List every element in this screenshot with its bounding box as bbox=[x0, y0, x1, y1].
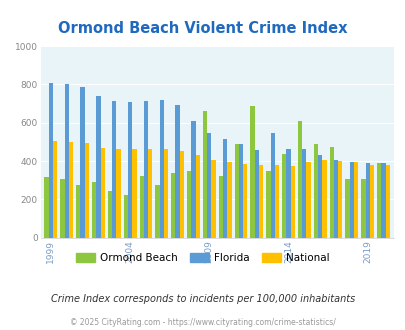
Bar bbox=[80, 87, 85, 238]
Bar bbox=[322, 160, 326, 238]
Bar bbox=[53, 141, 57, 238]
Bar bbox=[159, 100, 164, 238]
Bar bbox=[281, 154, 286, 238]
Bar bbox=[143, 101, 148, 238]
Bar bbox=[349, 162, 353, 238]
Bar bbox=[175, 105, 179, 238]
Bar bbox=[333, 160, 337, 238]
Bar bbox=[76, 185, 80, 238]
Bar bbox=[234, 144, 238, 238]
Bar bbox=[286, 148, 290, 238]
Bar bbox=[297, 121, 301, 238]
Bar bbox=[92, 182, 96, 238]
Bar bbox=[364, 163, 369, 238]
Bar bbox=[207, 133, 211, 238]
Text: Crime Index corresponds to incidents per 100,000 inhabitants: Crime Index corresponds to incidents per… bbox=[51, 294, 354, 304]
Bar bbox=[49, 82, 53, 238]
Bar bbox=[243, 164, 247, 238]
Bar bbox=[385, 165, 389, 238]
Bar bbox=[270, 133, 274, 238]
Bar bbox=[164, 148, 168, 238]
Bar bbox=[369, 165, 373, 238]
Bar bbox=[227, 162, 231, 238]
Bar bbox=[211, 160, 215, 238]
Bar bbox=[301, 148, 306, 238]
Bar bbox=[353, 162, 357, 238]
Bar bbox=[124, 194, 128, 238]
Bar bbox=[290, 166, 294, 238]
Bar bbox=[274, 165, 278, 238]
Text: Ormond Beach Violent Crime Index: Ormond Beach Violent Crime Index bbox=[58, 21, 347, 36]
Bar bbox=[100, 148, 104, 238]
Bar bbox=[96, 96, 100, 238]
Bar bbox=[360, 179, 364, 238]
Bar bbox=[85, 143, 89, 238]
Bar bbox=[306, 162, 310, 238]
Bar bbox=[108, 191, 112, 238]
Bar bbox=[139, 176, 143, 238]
Bar bbox=[132, 148, 136, 238]
Bar bbox=[254, 149, 258, 238]
Bar bbox=[329, 147, 333, 238]
Bar bbox=[238, 144, 243, 238]
Bar bbox=[337, 161, 341, 238]
Bar bbox=[191, 121, 195, 238]
Bar bbox=[116, 148, 120, 238]
Bar bbox=[128, 102, 132, 238]
Bar bbox=[222, 139, 227, 238]
Bar bbox=[317, 155, 322, 238]
Bar bbox=[266, 171, 270, 238]
Text: © 2025 CityRating.com - https://www.cityrating.com/crime-statistics/: © 2025 CityRating.com - https://www.city… bbox=[70, 318, 335, 327]
Bar bbox=[218, 176, 222, 238]
Bar bbox=[45, 177, 49, 238]
Bar bbox=[250, 107, 254, 238]
Bar bbox=[380, 163, 385, 238]
Bar bbox=[313, 144, 317, 238]
Bar bbox=[112, 101, 116, 238]
Legend: Ormond Beach, Florida, National: Ormond Beach, Florida, National bbox=[72, 249, 333, 267]
Bar bbox=[69, 142, 73, 238]
Bar bbox=[258, 165, 262, 238]
Bar bbox=[195, 155, 199, 238]
Bar bbox=[148, 148, 152, 238]
Bar bbox=[376, 163, 380, 238]
Bar bbox=[187, 171, 191, 238]
Bar bbox=[345, 179, 349, 238]
Bar bbox=[202, 111, 207, 238]
Bar bbox=[64, 84, 69, 238]
Bar bbox=[179, 150, 183, 238]
Bar bbox=[171, 174, 175, 238]
Bar bbox=[155, 185, 159, 238]
Bar bbox=[60, 179, 64, 238]
